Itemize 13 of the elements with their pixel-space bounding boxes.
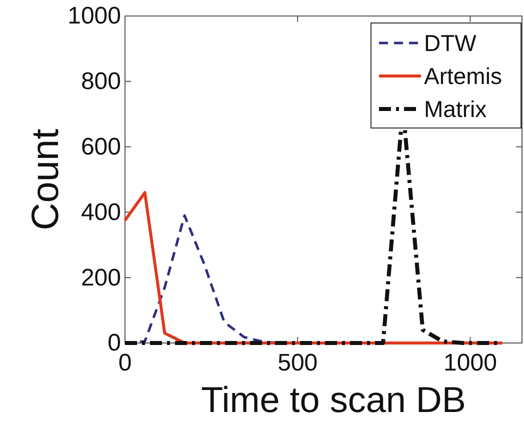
x-tick-label: 1000 (444, 350, 497, 377)
y-tick-label: 600 (80, 133, 121, 160)
x-axis-title: Time to scan DB (201, 379, 466, 420)
legend-label: Artemis (424, 63, 502, 90)
y-tick-label: 0 (108, 330, 121, 357)
x-tick-label: 500 (278, 350, 318, 377)
y-tick-label: 800 (80, 68, 121, 96)
y-tick-label: 1000 (68, 2, 121, 30)
y-tick-label: 400 (80, 198, 121, 226)
legend-label: Matrix (424, 96, 488, 122)
y-tick-label: 200 (80, 264, 121, 292)
y-axis-title: Count (25, 128, 67, 230)
legend-label: DTW (424, 30, 477, 56)
